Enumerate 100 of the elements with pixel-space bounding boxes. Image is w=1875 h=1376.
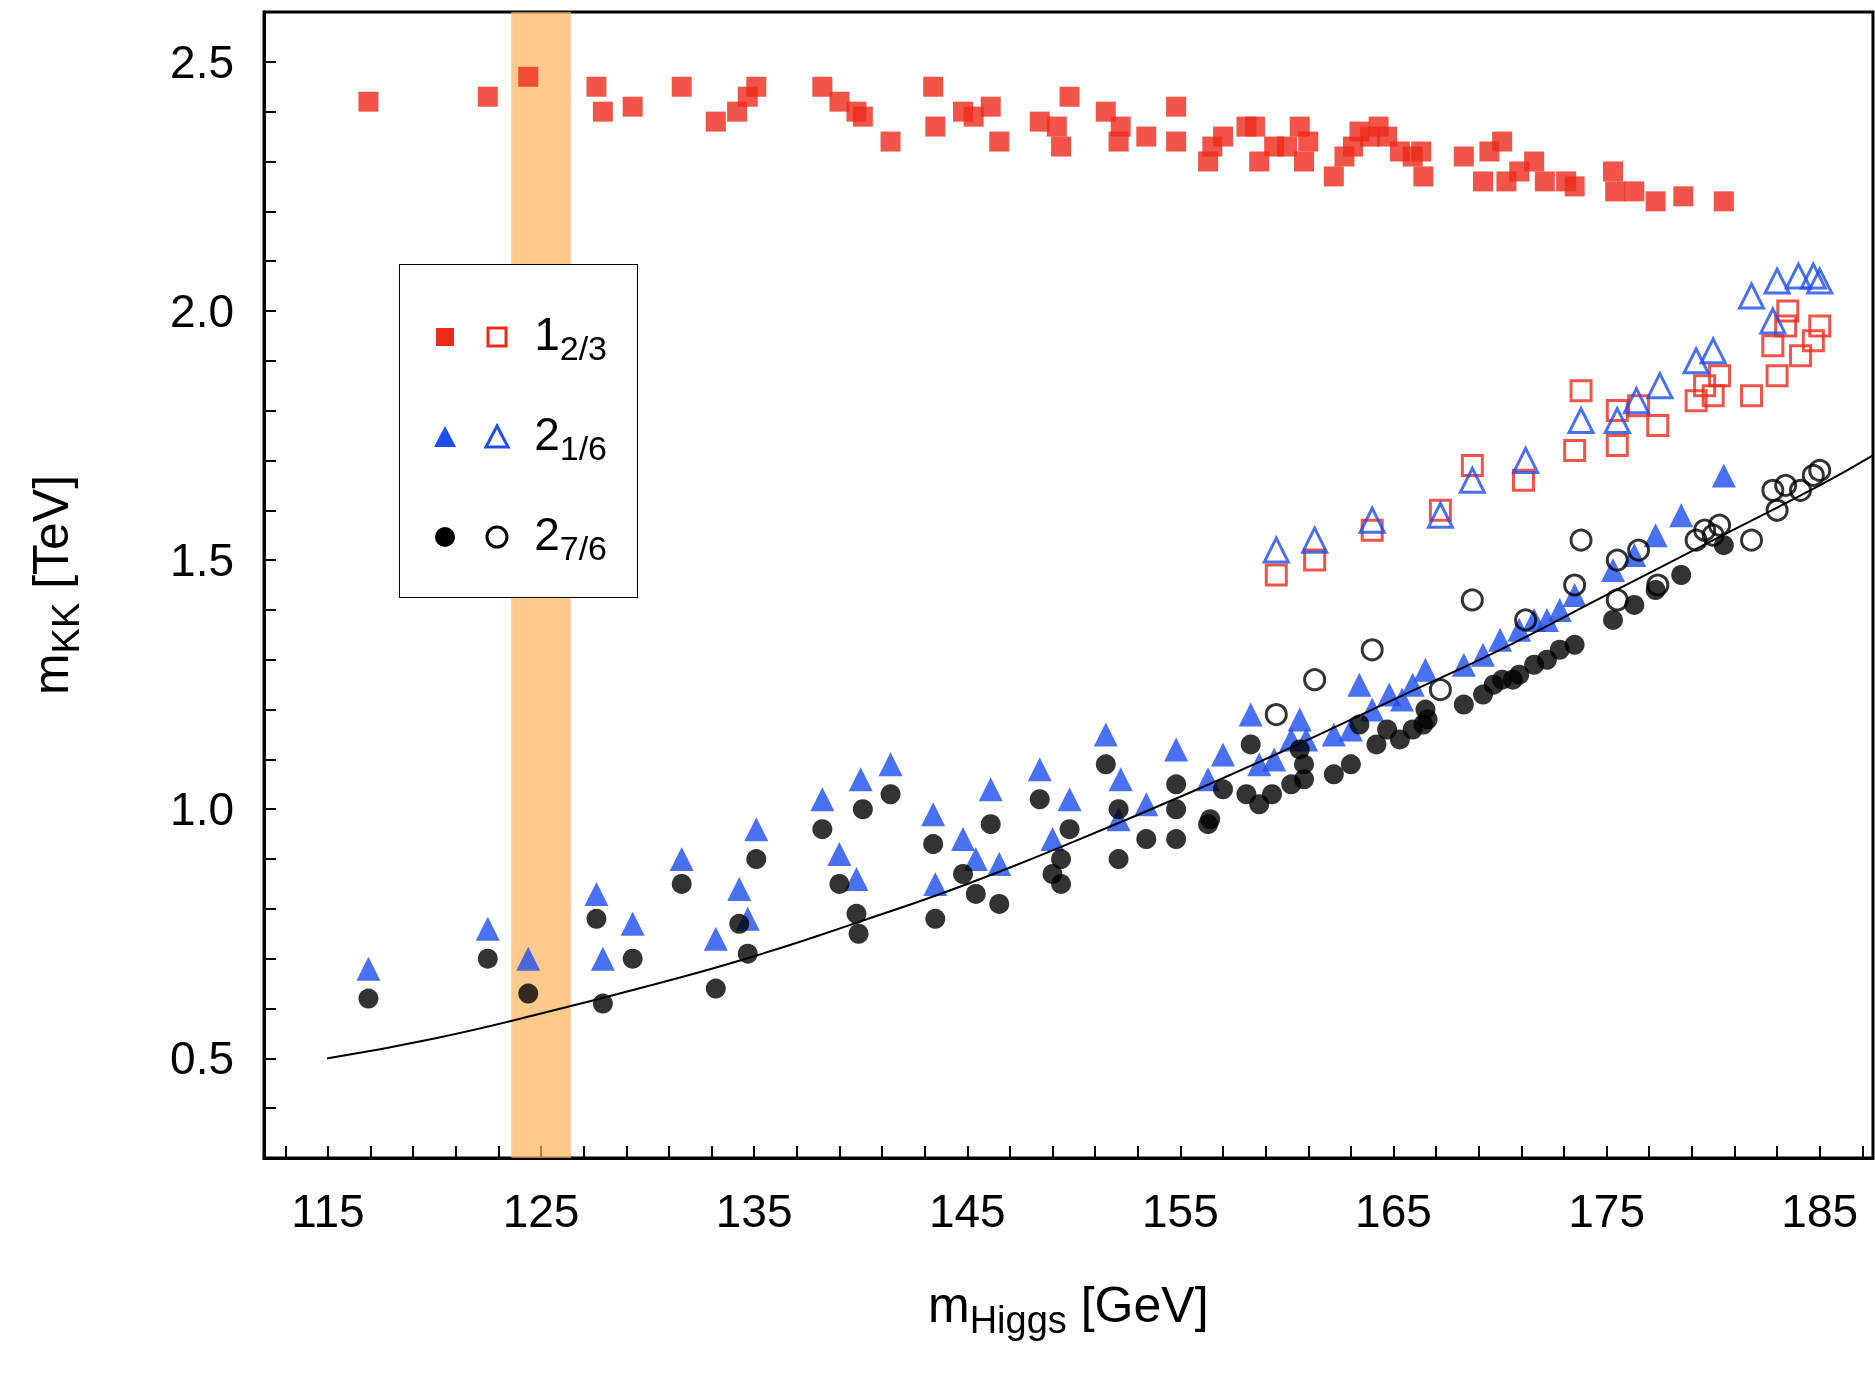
point [1762, 265, 1792, 295]
point [1567, 407, 1595, 435]
point [1514, 608, 1538, 632]
point [1740, 528, 1764, 552]
point [1262, 534, 1291, 564]
point [1347, 672, 1372, 697]
point [1799, 260, 1828, 290]
point [1774, 473, 1798, 497]
point [1164, 737, 1189, 762]
point [584, 881, 609, 906]
point [1458, 466, 1486, 494]
point [1603, 407, 1631, 435]
x-tick-label: 125 [502, 1185, 580, 1237]
point [1708, 513, 1732, 537]
point [1646, 573, 1670, 597]
point [1303, 548, 1327, 572]
point [1238, 702, 1263, 727]
point [727, 876, 752, 901]
point [1805, 265, 1834, 295]
point [1699, 337, 1727, 365]
y-tick-label: 2.5 [170, 35, 234, 88]
x-axis-title: m$_{Higgs}$ [GeV] [928, 1276, 1209, 1342]
point [951, 827, 976, 852]
legend-label: 1$_{2/3}$ [534, 306, 607, 368]
point [1108, 767, 1133, 792]
point [1643, 523, 1668, 548]
point [1264, 703, 1288, 727]
point [1774, 314, 1798, 338]
point [620, 911, 645, 936]
point [1460, 588, 1484, 612]
x-tick-label: 185 [1781, 1185, 1859, 1237]
point [1390, 687, 1415, 712]
x-tick-label: 115 [291, 1185, 365, 1237]
point [1057, 787, 1082, 812]
point [1808, 458, 1832, 482]
point [1605, 588, 1629, 612]
point [810, 787, 835, 812]
point [878, 752, 903, 777]
point [1711, 463, 1736, 488]
point [1646, 414, 1670, 438]
point [744, 817, 769, 842]
point [978, 777, 1003, 802]
point [1300, 524, 1329, 554]
y-tick-label: 1.0 [170, 783, 234, 836]
point [1627, 538, 1651, 562]
point [1264, 563, 1288, 587]
point [1303, 668, 1327, 692]
point [1512, 446, 1540, 474]
legend-label: 2$_{1/6}$ [534, 406, 607, 468]
point [1563, 438, 1587, 462]
point [1211, 742, 1236, 767]
point [1701, 384, 1725, 408]
point [1801, 329, 1825, 353]
point [1693, 374, 1717, 398]
point [1684, 389, 1708, 413]
x-tick-label: 135 [715, 1185, 793, 1237]
y-tick-label: 1.5 [170, 534, 234, 587]
point [923, 871, 948, 896]
point [1605, 433, 1629, 457]
x-tick-label: 145 [928, 1185, 1006, 1237]
legend-label: 2$_{7/6}$ [534, 506, 607, 568]
point [921, 802, 946, 827]
point [1426, 501, 1454, 529]
point [1761, 478, 1785, 502]
point [1737, 280, 1766, 310]
point [1646, 372, 1674, 400]
point [475, 916, 500, 941]
point [1563, 573, 1587, 597]
point [1784, 260, 1813, 290]
point [1789, 478, 1813, 502]
y-tick-label: 2.0 [170, 284, 234, 337]
point [1428, 678, 1452, 702]
point [1789, 344, 1813, 368]
point [1357, 504, 1387, 534]
point [590, 946, 615, 971]
point [516, 946, 541, 971]
point [703, 926, 728, 951]
point [1759, 307, 1787, 335]
point [1360, 638, 1384, 662]
point [844, 866, 869, 891]
point [1776, 299, 1800, 323]
point [1413, 657, 1438, 682]
point [1761, 334, 1785, 358]
point [1460, 453, 1484, 477]
point [1287, 707, 1312, 732]
point [1684, 528, 1708, 552]
point [1569, 528, 1593, 552]
point [1093, 722, 1118, 747]
point [1682, 347, 1710, 375]
x-tick-label: 155 [1142, 1185, 1219, 1237]
x-tick-label: 175 [1568, 1185, 1645, 1237]
point [827, 842, 852, 867]
point [1605, 548, 1629, 572]
point [1693, 518, 1717, 542]
point [1740, 384, 1764, 408]
point [1801, 463, 1825, 487]
point [1765, 498, 1789, 522]
point [356, 956, 381, 981]
point [1765, 364, 1789, 388]
point [1622, 387, 1650, 415]
